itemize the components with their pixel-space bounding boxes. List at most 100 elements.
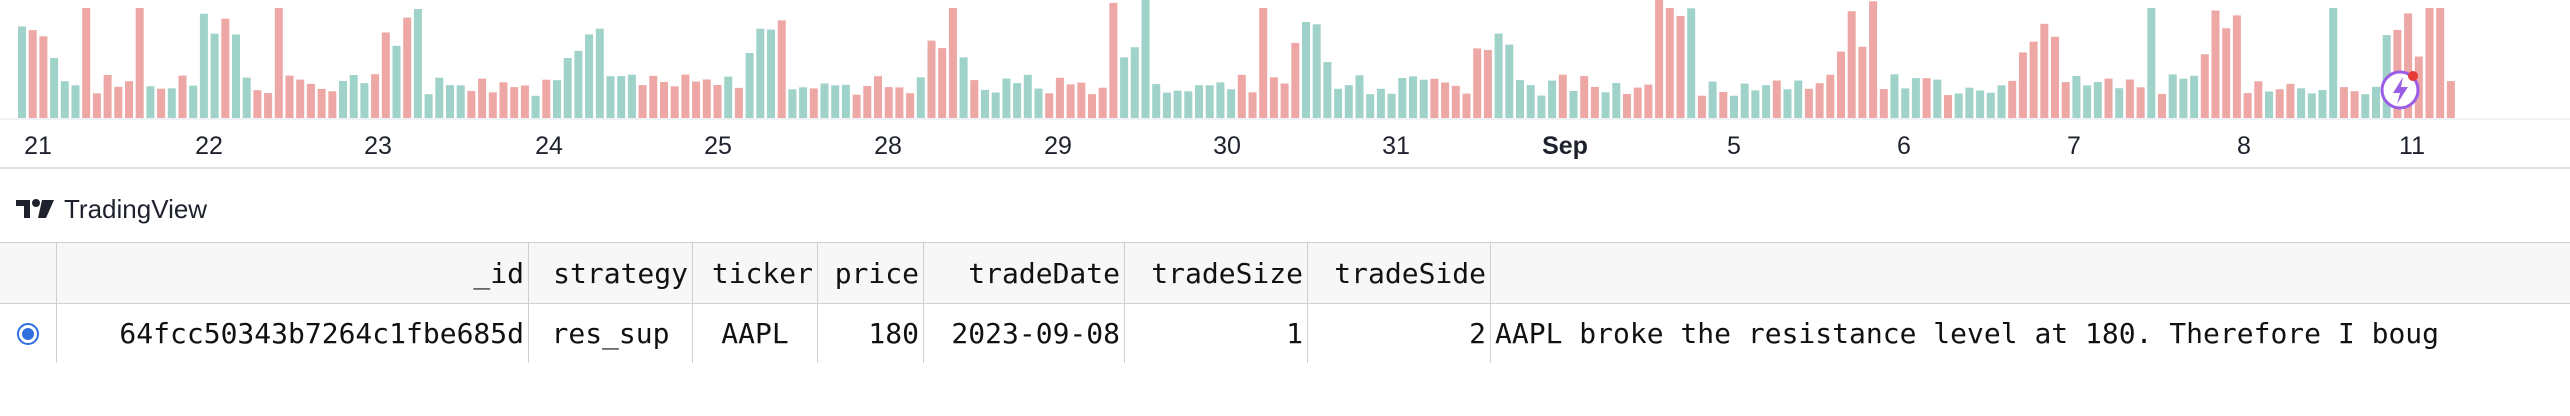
volume-bar xyxy=(146,86,155,118)
volume-bar xyxy=(863,86,872,118)
volume-bar xyxy=(2158,93,2166,118)
column-header-tradesize[interactable]: tradeSize xyxy=(1125,243,1308,303)
cell-notes[interactable]: AAPL broke the resistance level at 180. … xyxy=(1495,317,2440,350)
volume-bar xyxy=(617,76,626,118)
volume-bar xyxy=(2029,41,2038,119)
volume-bar xyxy=(2297,88,2306,118)
volume-bar xyxy=(435,77,444,118)
row-select-cell[interactable] xyxy=(0,304,57,363)
column-header-price[interactable]: price xyxy=(818,243,924,303)
cell-ticker[interactable]: AAPL xyxy=(693,304,818,363)
volume-bar xyxy=(306,83,315,118)
volume-bar xyxy=(1751,90,1760,118)
column-header-id[interactable]: _id xyxy=(57,243,529,303)
volume-chart[interactable]: 21 22 23 24 25 28 29 30 31 Sep 5 6 7 8 11 xyxy=(0,0,2570,170)
column-header-strategy[interactable]: strategy xyxy=(529,243,693,303)
volume-bar xyxy=(189,85,198,118)
cell-tradesize[interactable]: 1 xyxy=(1125,304,1308,363)
volume-bar xyxy=(285,75,294,118)
volume-bar xyxy=(2061,82,2070,118)
cell-id[interactable]: 64fcc50343b7264c1fbe685d xyxy=(57,304,529,363)
volume-bar xyxy=(1312,24,1321,118)
volume-bar xyxy=(199,13,208,119)
lightning-icon[interactable] xyxy=(2380,70,2420,110)
volume-bar xyxy=(1077,82,1086,118)
volume-bar xyxy=(638,85,647,118)
volume-bar xyxy=(1355,75,1364,118)
x-axis-label: 11 xyxy=(2399,132,2425,160)
volume-bar xyxy=(1376,88,1385,118)
volume-bar xyxy=(1826,74,1835,118)
column-header-ticker[interactable]: ticker xyxy=(693,243,818,303)
volume-bar xyxy=(1804,88,1813,118)
volume-bar xyxy=(2243,93,2252,118)
volume-bar xyxy=(242,77,251,118)
x-axis-label: 8 xyxy=(2237,132,2251,160)
tradingview-logo[interactable]: TradingView xyxy=(16,194,207,224)
volume-bar xyxy=(317,88,326,118)
volume-bar xyxy=(92,93,101,118)
row-select-radio[interactable] xyxy=(17,322,39,345)
tradingview-logo-text: TradingView xyxy=(64,193,208,224)
volume-bar xyxy=(1911,78,1920,118)
volume-bar xyxy=(1034,88,1043,118)
volume-bar xyxy=(1901,88,1910,118)
volume-bar xyxy=(339,80,347,118)
volume-bar xyxy=(1184,91,1193,118)
volume-bar xyxy=(1847,11,1856,119)
volume-bar xyxy=(1280,83,1289,118)
volume-bar xyxy=(1098,87,1107,118)
volume-bar xyxy=(799,87,808,118)
volume-bar xyxy=(713,85,722,118)
volume-bar xyxy=(649,75,658,118)
volume-bar xyxy=(1494,33,1503,118)
volume-bar xyxy=(1815,83,1824,118)
volume-bar xyxy=(542,79,551,118)
volume-bar xyxy=(264,93,273,118)
column-header-tradeside[interactable]: tradeSide xyxy=(1308,243,1491,303)
volume-bar xyxy=(777,20,786,118)
volume-bar xyxy=(360,83,369,118)
volume-bar xyxy=(1195,85,1203,118)
volume-bar xyxy=(2286,83,2295,118)
volume-bar xyxy=(916,77,925,118)
radio-selected-dot xyxy=(22,327,34,340)
volume-bar xyxy=(788,89,797,118)
volume-bar xyxy=(756,28,765,119)
volume-bar xyxy=(809,88,818,118)
volume-bar xyxy=(2254,81,2263,118)
volume-bar xyxy=(1869,1,1878,118)
volume-bar xyxy=(627,74,636,118)
volume-bar xyxy=(981,89,989,118)
volume-bar xyxy=(1623,94,1631,118)
volume-bar xyxy=(1687,8,1696,118)
volume-bar xyxy=(927,40,936,118)
volume-bar xyxy=(2018,52,2027,118)
volume-bar xyxy=(2404,13,2413,118)
volume-bar xyxy=(2051,36,2059,118)
volume-bar xyxy=(1719,92,1728,118)
x-axis-label: 7 xyxy=(2067,132,2081,160)
cell-strategy[interactable]: res_sup xyxy=(529,304,693,363)
cell-tradedate[interactable]: 2023-09-08 xyxy=(924,304,1125,363)
volume-bar xyxy=(71,85,80,118)
column-header-tradedate[interactable]: tradeDate xyxy=(924,243,1125,303)
volume-bar xyxy=(456,85,465,118)
volume-bar xyxy=(724,76,733,118)
volume-histogram: 21 22 23 24 25 28 29 30 31 Sep 5 6 7 8 11 xyxy=(0,0,2570,169)
volume-bar xyxy=(328,91,337,118)
x-axis-label: 21 xyxy=(24,132,52,160)
volume-bar xyxy=(1601,92,1610,118)
cell-price[interactable]: 180 xyxy=(818,304,924,363)
volume-bar xyxy=(670,86,679,118)
table-row[interactable]: 64fcc50343b7264c1fbe685d res_sup AAPL 18… xyxy=(0,304,2570,363)
column-header-extra xyxy=(1491,243,2570,303)
volume-bar xyxy=(1997,85,2006,118)
volume-bar xyxy=(1516,80,1524,118)
x-axis-label: 5 xyxy=(1727,132,1741,160)
cell-tradeside[interactable]: 2 xyxy=(1308,304,1491,363)
volume-bar xyxy=(2083,85,2092,118)
volume-bar xyxy=(413,9,422,118)
volume-bar xyxy=(959,57,968,118)
volume-bar xyxy=(874,76,882,118)
